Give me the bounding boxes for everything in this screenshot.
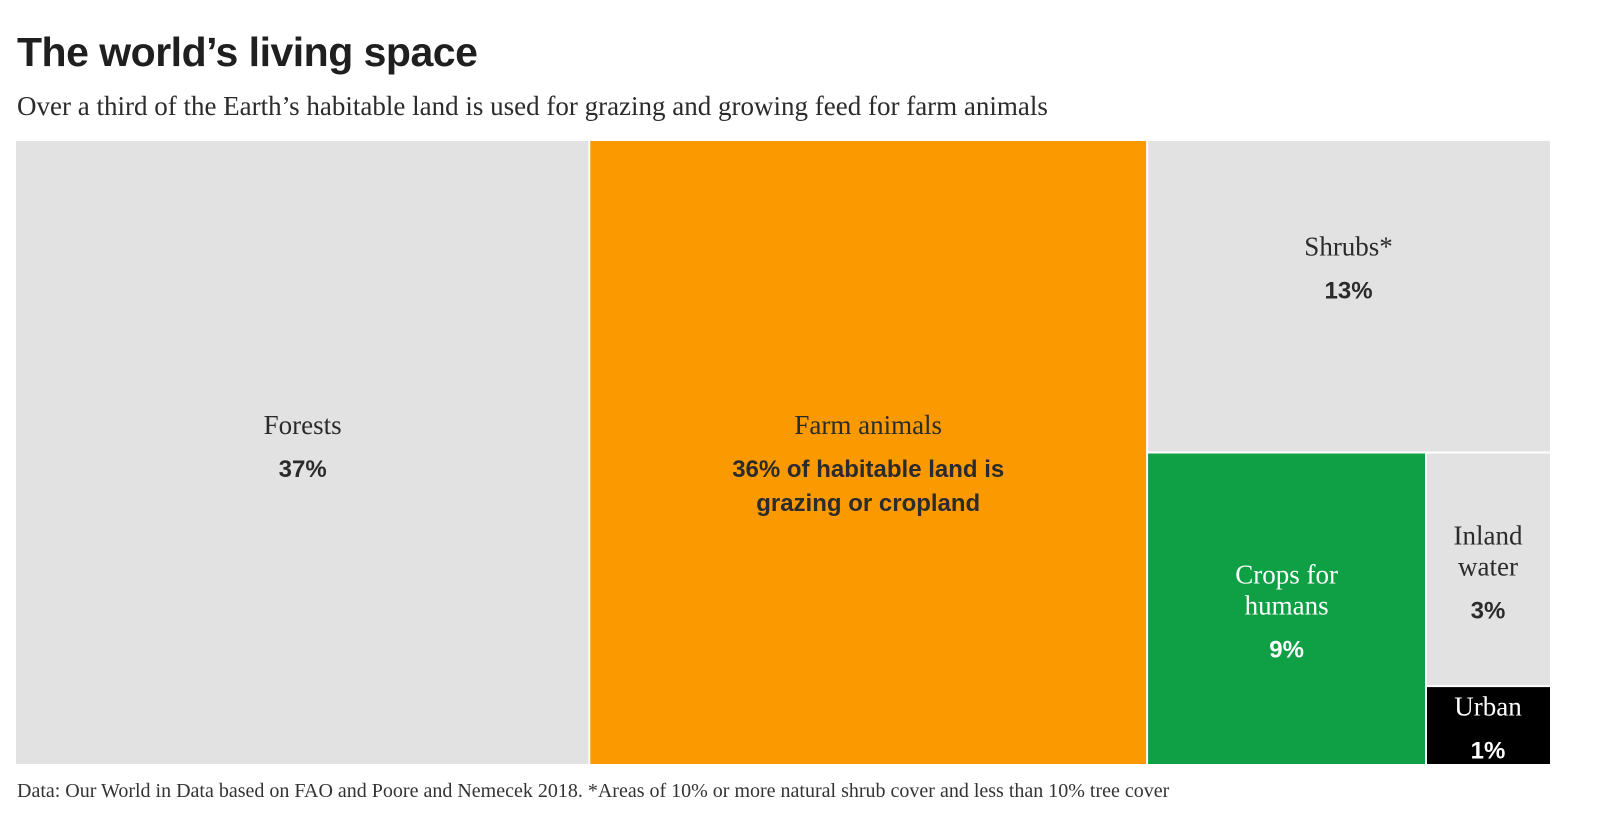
tile-name-inland-water: Inland xyxy=(1454,520,1523,550)
tile-urban: Urban 1% xyxy=(1427,687,1550,765)
tile-name-farm-animals: Farm animals xyxy=(794,410,942,440)
tile-value-farm-animals: grazing or cropland xyxy=(756,490,980,517)
chart-subtitle: Over a third of the Earth’s habitable la… xyxy=(17,91,1048,121)
tile-value-forests: 37% xyxy=(279,456,327,483)
tile-name-crops-for-humans: humans xyxy=(1245,590,1329,620)
tile-name-forests: Forests xyxy=(264,410,342,440)
tile-rect-inland-water xyxy=(1427,453,1550,686)
tile-rect-shrubs xyxy=(1148,141,1550,452)
source-note: Data: Our World in Data based on FAO and… xyxy=(17,780,1170,802)
tile-value-crops-for-humans: 9% xyxy=(1269,636,1304,663)
tile-name-urban: Urban xyxy=(1454,692,1522,722)
tile-value-inland-water: 3% xyxy=(1471,597,1506,624)
tile-value-farm-animals: 36% of habitable land is xyxy=(732,456,1004,483)
tile-rect-crops-for-humans xyxy=(1148,453,1425,764)
tile-forests: Forests 37% xyxy=(16,141,589,764)
tile-rect-urban xyxy=(1427,687,1550,764)
chart-title: The world’s living space xyxy=(17,29,478,75)
tile-value-shrubs: 13% xyxy=(1325,278,1373,305)
tile-shrubs: Shrubs* 13% xyxy=(1148,141,1550,452)
tile-value-urban: 1% xyxy=(1471,738,1506,765)
tile-name-shrubs: Shrubs* xyxy=(1304,232,1393,262)
tile-rect-forests xyxy=(16,141,589,764)
tile-name-crops-for-humans: Crops for xyxy=(1235,559,1338,589)
tile-farm-animals: Farm animals 36% of habitable land is graz… xyxy=(590,141,1147,764)
tile-name-inland-water: water xyxy=(1458,551,1518,581)
tile-rect-farm-animals xyxy=(590,141,1147,764)
